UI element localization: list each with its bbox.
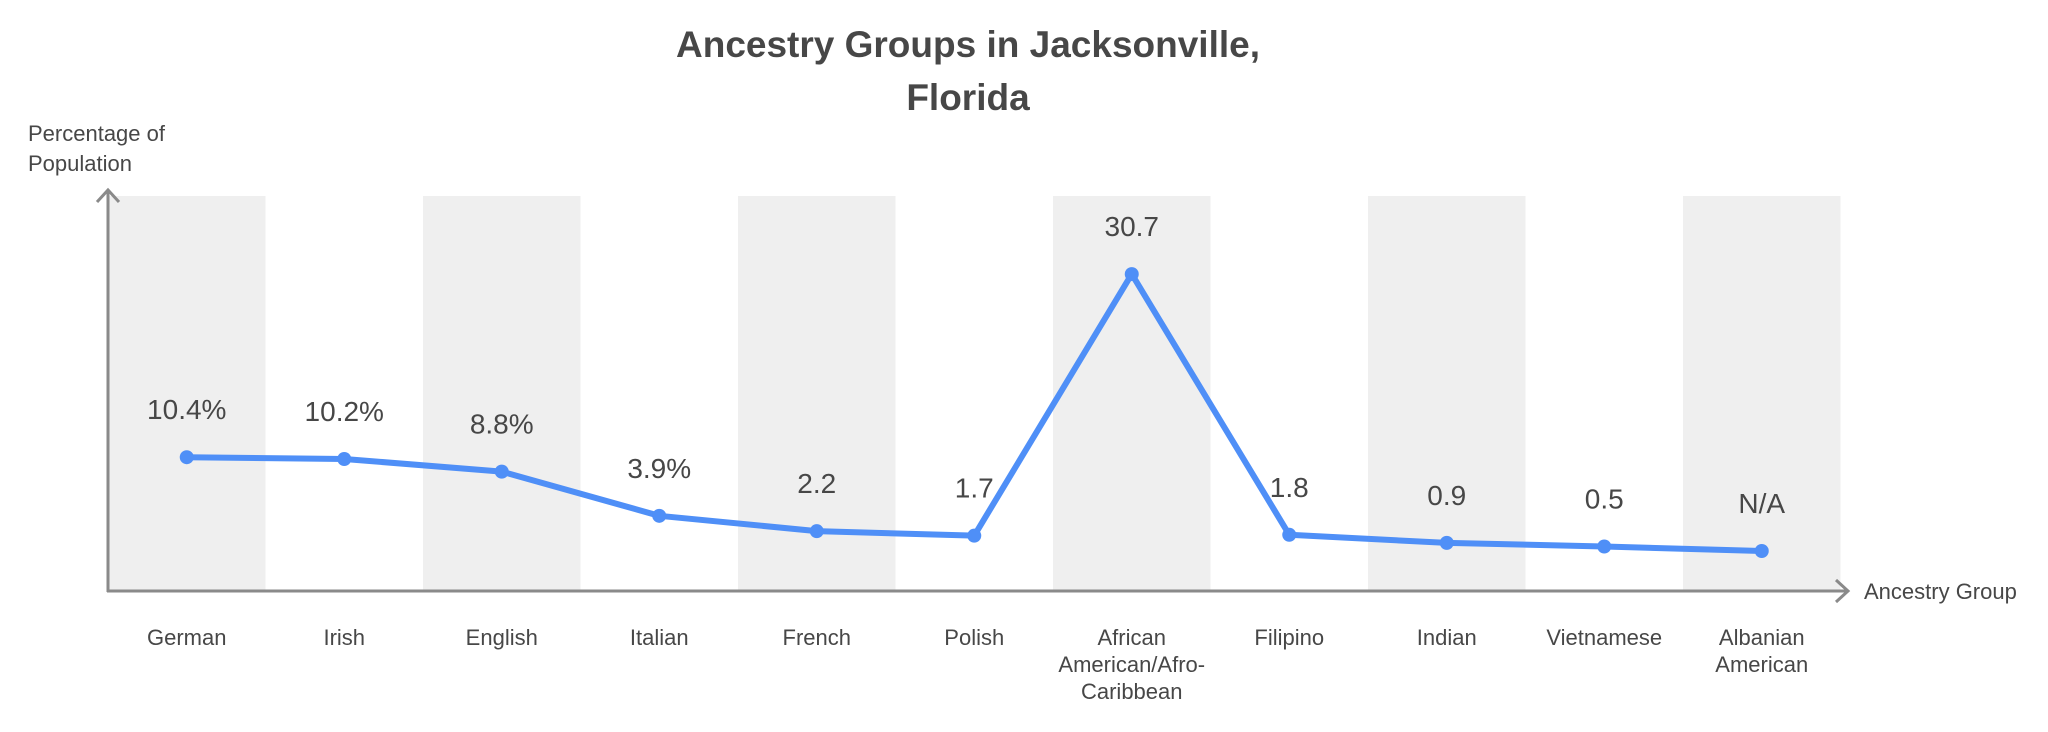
data-point <box>1439 535 1454 550</box>
x-tick-label-line: Indian <box>1417 625 1477 650</box>
data-point <box>1124 267 1139 282</box>
data-point <box>1282 527 1297 542</box>
category-band <box>1368 196 1526 590</box>
data-point <box>337 451 352 466</box>
x-tick-label: Polish <box>944 625 1004 650</box>
data-point <box>809 524 824 539</box>
x-tick-label-line: Polish <box>944 625 1004 650</box>
x-tick-label: Albanian American <box>1715 625 1808 677</box>
data-label: 10.2% <box>305 396 384 427</box>
y-axis-arrow <box>95 187 121 204</box>
data-label: 0.9 <box>1427 480 1466 511</box>
data-point <box>652 508 667 523</box>
x-tick-label-line: Vietnamese <box>1546 625 1662 650</box>
category-band <box>1683 196 1841 590</box>
data-label: 8.8% <box>470 409 534 440</box>
data-label: 1.8 <box>1270 472 1309 503</box>
data-point <box>1754 544 1769 558</box>
y-axis-title-line-2: Population <box>28 151 132 176</box>
x-tick-label-line: Italian <box>630 625 689 650</box>
x-tick-label-line: French <box>783 625 851 650</box>
x-tick-label-line: Filipino <box>1254 625 1324 650</box>
x-tick-label-line: Irish <box>323 625 365 650</box>
data-point <box>179 450 194 465</box>
x-tick-label: Italian <box>630 625 689 650</box>
category-band <box>423 196 581 590</box>
x-tick-label-line: English <box>466 625 538 650</box>
data-label: 3.9% <box>627 453 691 484</box>
x-tick-label-line: American <box>1715 652 1808 677</box>
data-point <box>1597 539 1612 554</box>
chart-title-line-2: Florida <box>906 77 1030 118</box>
x-tick-label: German <box>147 625 226 650</box>
x-axis-arrow <box>1834 578 1851 604</box>
category-band <box>108 196 266 590</box>
data-label: 2.2 <box>797 468 836 499</box>
chart-title-line-1: Ancestry Groups in Jacksonville, <box>676 24 1260 65</box>
data-point <box>967 528 982 543</box>
x-tick-label-line: American/Afro- <box>1058 652 1205 677</box>
x-tick-label: Vietnamese <box>1546 625 1662 650</box>
x-tick-label: French <box>783 625 851 650</box>
data-point <box>494 464 509 479</box>
x-tick-label: African American/Afro-Caribbean <box>1058 625 1205 704</box>
x-tick-label-line: German <box>147 625 226 650</box>
x-tick-label: English <box>466 625 538 650</box>
data-label: N/A <box>1738 488 1785 519</box>
y-axis-title-line-1: Percentage of <box>28 121 166 146</box>
data-label: 30.7 <box>1105 211 1160 242</box>
x-tick-label-line: Albanian <box>1719 625 1805 650</box>
x-tick-label: Indian <box>1417 625 1477 650</box>
x-axis-title: Ancestry Group <box>1864 579 2017 604</box>
category-band <box>1053 196 1211 590</box>
x-tick-label: Filipino <box>1254 625 1324 650</box>
data-label: 0.5 <box>1585 483 1624 514</box>
x-tick-label: Irish <box>323 625 365 650</box>
data-label: 10.4% <box>147 394 226 425</box>
x-tick-label-line: Caribbean <box>1081 679 1183 704</box>
x-tick-label-line: African <box>1098 625 1166 650</box>
data-label: 1.7 <box>955 473 994 504</box>
